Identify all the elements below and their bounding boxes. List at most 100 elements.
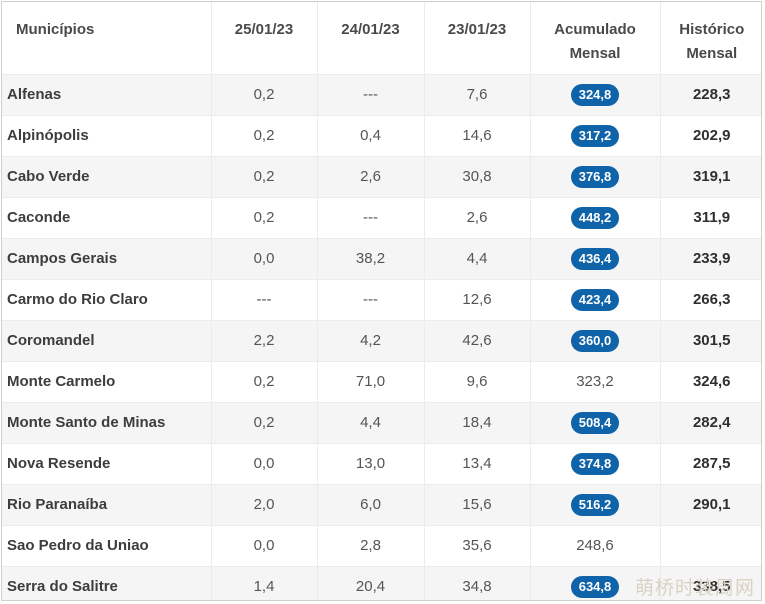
- municipio-cell: Serra do Salitre: [2, 565, 212, 600]
- header-date-2: 24/01/23: [317, 2, 425, 74]
- header-acumulado-line1: Acumulado: [554, 21, 636, 38]
- acumulado-badge: 360,0: [570, 329, 620, 352]
- date-2-cell: ---: [317, 278, 425, 320]
- municipio-cell: Nova Resende: [2, 442, 212, 484]
- date-2-cell: 2,8: [317, 524, 425, 566]
- header-municipios-label: Municípios: [16, 21, 95, 38]
- table-row: Coromandel 2,2 4,2 42,6 360,0 301,5: [2, 319, 761, 361]
- table-row: Alfenas 0,2 --- 7,6 324,8 228,3: [2, 73, 761, 115]
- acumulado-badge: 508,4: [570, 411, 620, 434]
- acumulado-cell: 360,0: [530, 319, 661, 361]
- date-1-cell: 0,0: [211, 237, 318, 279]
- table-body: Alfenas 0,2 --- 7,6 324,8 228,3 Alpinópolis 0,2…: [2, 73, 761, 600]
- municipio-cell: Monte Santo de Minas: [2, 401, 212, 443]
- watermark: 萌桥时装周网: [634, 577, 755, 599]
- historico-cell: 282,4: [660, 401, 761, 443]
- municipio-cell: Caconde: [2, 196, 212, 238]
- table-row: Carmo do Rio Claro --- --- 12,6 423,4 266,3: [2, 278, 761, 320]
- historico-cell: 228,3: [660, 73, 761, 115]
- historico-cell: 301,5: [660, 319, 761, 361]
- date-3-cell: 7,6: [424, 73, 531, 115]
- acumulado-cell: 248,6: [530, 524, 661, 566]
- historico-cell: 324,6: [660, 360, 761, 402]
- historico-cell: [660, 524, 761, 566]
- municipio-cell: Carmo do Rio Claro: [2, 278, 212, 320]
- municipio-cell: Monte Carmelo: [2, 360, 212, 402]
- header-date-3: 23/01/23: [424, 2, 531, 74]
- header-row: Municípios 25/01/23 24/01/23 23/01/23 Ac…: [2, 2, 761, 74]
- date-1-cell: 0,2: [211, 155, 318, 197]
- historico-cell: 319,1: [660, 155, 761, 197]
- historico-cell: 311,9: [660, 196, 761, 238]
- table-row: Monte Carmelo 0,2 71,0 9,6 323,2 324,6: [2, 360, 761, 402]
- date-1-cell: 0,2: [211, 114, 318, 156]
- acumulado-cell: 516,2: [530, 483, 661, 525]
- header-acumulado: Acumulado Mensal: [530, 2, 661, 74]
- header-date-1-label: 25/01/23: [234, 21, 294, 38]
- date-3-cell: 2,6: [424, 196, 531, 238]
- acumulado-cell: 324,8: [530, 73, 661, 115]
- historico-cell: 287,5: [660, 442, 761, 484]
- date-2-cell: 4,2: [317, 319, 425, 361]
- date-3-cell: 9,6: [424, 360, 531, 402]
- municipio-cell: Campos Gerais: [2, 237, 212, 279]
- date-2-cell: 13,0: [317, 442, 425, 484]
- date-2-cell: 4,4: [317, 401, 425, 443]
- acumulado-badge: 374,8: [570, 452, 620, 475]
- historico-cell: 233,9: [660, 237, 761, 279]
- date-2-cell: 38,2: [317, 237, 425, 279]
- header-date-3-label: 23/01/23: [447, 21, 507, 38]
- date-1-cell: 0,2: [211, 196, 318, 238]
- historico-cell: 266,3: [660, 278, 761, 320]
- date-2-cell: ---: [317, 196, 425, 238]
- date-1-cell: 0,2: [211, 401, 318, 443]
- header-historico-line2: Mensal: [686, 45, 738, 62]
- municipio-cell: Alpinópolis: [2, 114, 212, 156]
- acumulado-value: 248,6: [576, 537, 614, 554]
- date-2-cell: 71,0: [317, 360, 425, 402]
- table-row: Serra do Salitre 1,4 20,4 34,8 634,8 338,5: [2, 565, 761, 600]
- acumulado-cell: 323,2: [530, 360, 661, 402]
- date-1-cell: 1,4: [211, 565, 318, 600]
- header-municipios: Municípios: [2, 2, 212, 74]
- date-3-cell: 14,6: [424, 114, 531, 156]
- date-3-cell: 35,6: [424, 524, 531, 566]
- date-3-cell: 30,8: [424, 155, 531, 197]
- date-1-cell: 0,2: [211, 360, 318, 402]
- header-acumulado-line2: Mensal: [569, 45, 621, 62]
- acumulado-cell: 374,8: [530, 442, 661, 484]
- acumulado-cell: 436,4: [530, 237, 661, 279]
- table-row: Alpinópolis 0,2 0,4 14,6 317,2 202,9: [2, 114, 761, 156]
- table-row: Monte Santo de Minas 0,2 4,4 18,4 508,4 282,4: [2, 401, 761, 443]
- acumulado-cell: 508,4: [530, 401, 661, 443]
- date-3-cell: 15,6: [424, 483, 531, 525]
- date-3-cell: 12,6: [424, 278, 531, 320]
- header-historico: Histórico Mensal: [660, 2, 761, 74]
- acumulado-badge: 436,4: [570, 247, 620, 270]
- date-3-cell: 13,4: [424, 442, 531, 484]
- acumulado-badge: 317,2: [570, 124, 620, 147]
- acumulado-badge: 448,2: [570, 206, 620, 229]
- historico-cell: 338,5: [660, 565, 761, 600]
- historico-cell: 202,9: [660, 114, 761, 156]
- acumulado-cell: 317,2: [530, 114, 661, 156]
- acumulado-cell: 376,8: [530, 155, 661, 197]
- municipio-cell: Cabo Verde: [2, 155, 212, 197]
- acumulado-badge: 634,8: [570, 575, 620, 598]
- date-1-cell: ---: [211, 278, 318, 320]
- header-historico-line1: Histórico: [679, 21, 745, 38]
- date-2-cell: 20,4: [317, 565, 425, 600]
- date-2-cell: ---: [317, 73, 425, 115]
- date-1-cell: 0,2: [211, 73, 318, 115]
- date-3-cell: 42,6: [424, 319, 531, 361]
- date-2-cell: 6,0: [317, 483, 425, 525]
- date-3-cell: 34,8: [424, 565, 531, 600]
- date-2-cell: 2,6: [317, 155, 425, 197]
- date-1-cell: 2,0: [211, 483, 318, 525]
- municipio-cell: Sao Pedro da Uniao: [2, 524, 212, 566]
- header-date-2-label: 24/01/23: [341, 21, 400, 38]
- table-row: Caconde 0,2 --- 2,6 448,2 311,9: [2, 196, 761, 238]
- table-row: Nova Resende 0,0 13,0 13,4 374,8 287,5: [2, 442, 761, 484]
